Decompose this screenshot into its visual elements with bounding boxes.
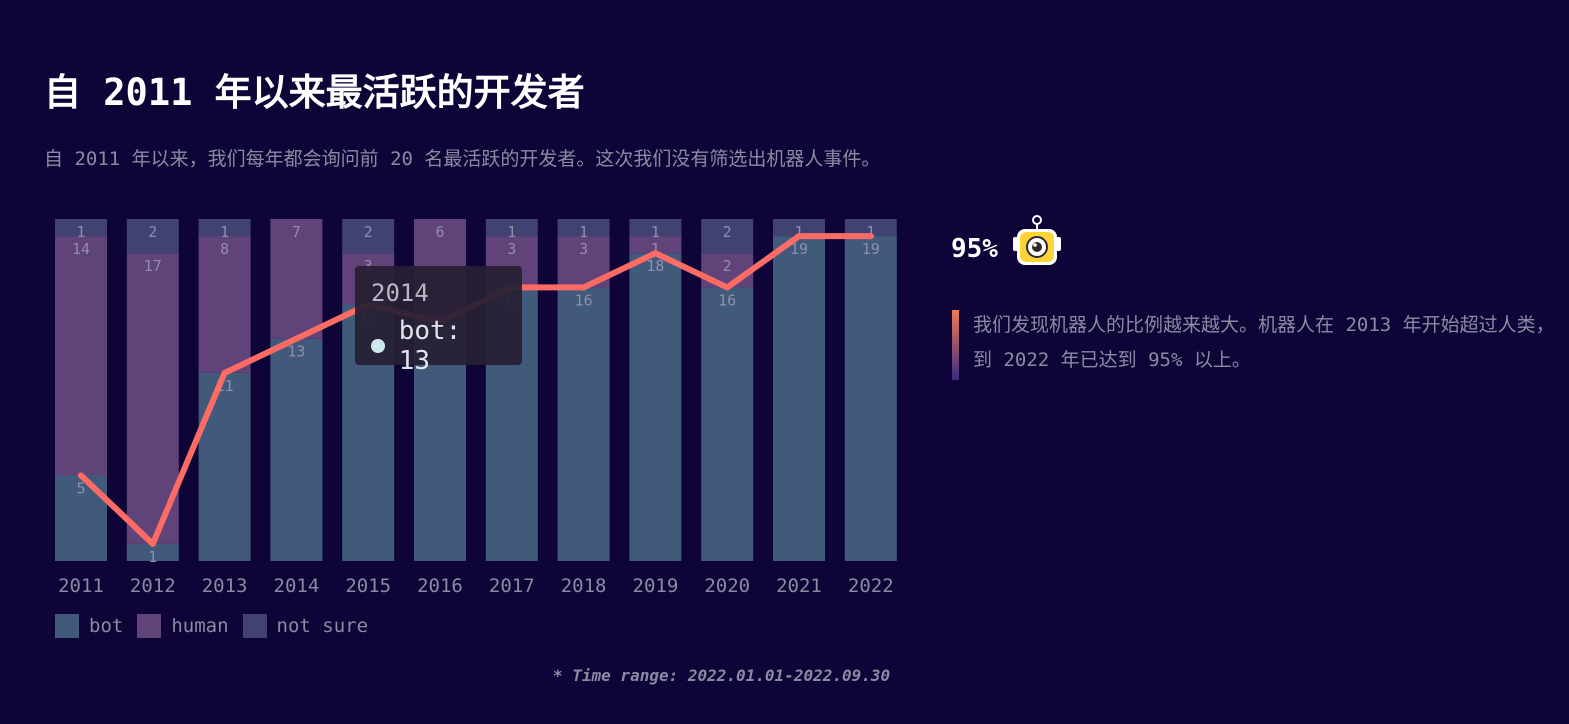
bar-not-sure-2013[interactable] bbox=[198, 219, 251, 237]
tooltip-series-dot bbox=[371, 339, 385, 353]
x-tick-label-2013: 2013 bbox=[202, 575, 248, 597]
x-tick-label-2012: 2012 bbox=[130, 575, 176, 597]
time-range-footnote: * Time range: 2022.01.01-2022.09.30 bbox=[553, 666, 891, 685]
bar-human-2014[interactable] bbox=[270, 219, 323, 339]
bar-not-sure-2021[interactable] bbox=[773, 219, 825, 237]
line-point-2018[interactable] bbox=[580, 284, 587, 291]
bar-bot-2021[interactable] bbox=[773, 236, 825, 561]
legend-swatch-not-sure bbox=[242, 614, 267, 638]
legend-item-bot[interactable]: bot bbox=[55, 614, 123, 638]
line-point-2020[interactable] bbox=[724, 284, 731, 291]
line-point-2014[interactable] bbox=[293, 335, 300, 342]
line-point-2022[interactable] bbox=[867, 233, 874, 240]
legend-swatch-human bbox=[137, 614, 162, 638]
chart-legend: bot human not sure bbox=[55, 614, 382, 638]
insight-accent-bar bbox=[952, 310, 959, 380]
bar-human-2019[interactable] bbox=[629, 236, 682, 254]
data-label-not-sure-2020: 2 bbox=[723, 223, 732, 241]
insight-block: 我们发现机器人的比例越来越大。机器人在 2013 年开始超过人类，到 2022 … bbox=[952, 310, 1557, 380]
data-label-not-sure-2022: 1 bbox=[866, 223, 875, 241]
line-point-2019[interactable] bbox=[652, 250, 659, 257]
page-subtitle: 自 2011 年以来，我们每年都会询问前 20 名最活跃的开发者。这次我们没有筛… bbox=[44, 148, 881, 170]
data-label-not-sure-2011: 1 bbox=[76, 223, 85, 241]
x-tick-label-2011: 2011 bbox=[58, 575, 104, 597]
bar-bot-2013[interactable] bbox=[198, 372, 251, 561]
bar-bot-2018[interactable] bbox=[557, 287, 610, 561]
bar-bot-2020[interactable] bbox=[701, 287, 754, 561]
x-tick-label-2020: 2020 bbox=[704, 575, 750, 597]
bar-bot-2014[interactable] bbox=[270, 338, 323, 561]
tooltip-series-value: bot: 13 bbox=[398, 316, 462, 376]
insight-text: 我们发现机器人的比例越来越大。机器人在 2013 年开始超过人类，到 2022 … bbox=[973, 314, 1555, 371]
robot-icon bbox=[1013, 215, 1061, 265]
data-label-bot-2022: 19 bbox=[862, 240, 880, 258]
legend-label-not-sure: not sure bbox=[276, 615, 369, 637]
line-point-2013[interactable] bbox=[221, 369, 228, 376]
line-point-2021[interactable] bbox=[796, 233, 802, 240]
page-title: 自 2011 年以来最活跃的开发者 bbox=[44, 71, 585, 114]
legend-item-human[interactable]: human bbox=[137, 614, 229, 638]
data-label-not-sure-2012: 2 bbox=[148, 223, 157, 241]
tooltip-row: bot: 13 bbox=[371, 316, 506, 376]
bar-human-2011[interactable] bbox=[55, 236, 107, 476]
x-tick-label-2019: 2019 bbox=[633, 575, 679, 597]
data-label-bot-2011: 5 bbox=[76, 480, 85, 498]
bar-not-sure-2015[interactable] bbox=[342, 219, 395, 254]
data-label-human-2012: 17 bbox=[144, 257, 162, 275]
data-label-human-2017: 3 bbox=[507, 240, 516, 258]
data-label-bot-2020: 16 bbox=[718, 291, 736, 309]
x-tick-label-2014: 2014 bbox=[274, 575, 320, 597]
bar-not-sure-2018[interactable] bbox=[557, 219, 610, 237]
x-tick-label-2022: 2022 bbox=[848, 575, 894, 597]
legend-label-bot: bot bbox=[89, 615, 124, 637]
data-label-human-2019: 1 bbox=[651, 240, 660, 258]
legend-label-human: human bbox=[171, 615, 229, 637]
data-label-bot-2019: 18 bbox=[646, 257, 664, 275]
bar-bot-2019[interactable] bbox=[629, 253, 682, 561]
data-label-human-2016: 6 bbox=[435, 223, 444, 241]
bar-not-sure-2011[interactable] bbox=[55, 219, 107, 237]
x-tick-label-2015: 2015 bbox=[345, 575, 391, 597]
data-label-not-sure-2021: 1 bbox=[794, 223, 803, 241]
data-label-not-sure-2017: 1 bbox=[507, 223, 516, 241]
bar-not-sure-2012[interactable] bbox=[126, 219, 179, 254]
data-label-not-sure-2018: 1 bbox=[579, 223, 588, 241]
bar-human-2013[interactable] bbox=[198, 236, 251, 373]
data-label-not-sure-2013: 1 bbox=[220, 223, 229, 241]
bar-bot-2022[interactable] bbox=[844, 236, 897, 561]
data-label-human-2020: 2 bbox=[723, 257, 732, 275]
data-label-human-2018: 3 bbox=[579, 240, 588, 258]
bar-bot-2012[interactable] bbox=[126, 543, 179, 561]
data-label-bot-2012: 1 bbox=[148, 548, 157, 566]
data-label-human-2013: 8 bbox=[220, 240, 229, 258]
tooltip-year: 2014 bbox=[371, 279, 429, 307]
data-label-bot-2014: 13 bbox=[287, 343, 305, 361]
data-label-bot-2021: 19 bbox=[790, 240, 808, 258]
data-label-bot-2018: 16 bbox=[575, 291, 593, 309]
line-point-2012[interactable] bbox=[149, 540, 156, 547]
data-label-not-sure-2019: 1 bbox=[651, 223, 660, 241]
x-tick-label-2017: 2017 bbox=[489, 575, 535, 597]
data-label-human-2011: 14 bbox=[72, 240, 90, 258]
x-tick-label-2018: 2018 bbox=[561, 575, 607, 597]
bar-not-sure-2019[interactable] bbox=[629, 219, 682, 237]
chart-tooltip: 2014 bot: 13 bbox=[355, 266, 522, 376]
legend-swatch-bot bbox=[55, 614, 79, 638]
bot-percentage: 95% bbox=[951, 234, 998, 264]
line-point-2011[interactable] bbox=[78, 472, 84, 479]
data-label-human-2014: 7 bbox=[292, 223, 301, 241]
x-tick-label-2021: 2021 bbox=[776, 575, 822, 597]
legend-item-not-sure[interactable]: not sure bbox=[242, 614, 369, 638]
bar-not-sure-2020[interactable] bbox=[701, 219, 754, 254]
bar-not-sure-2017[interactable] bbox=[485, 219, 538, 237]
bar-not-sure-2022[interactable] bbox=[844, 219, 897, 237]
x-tick-label-2016: 2016 bbox=[417, 575, 463, 597]
data-label-not-sure-2015: 2 bbox=[364, 223, 373, 241]
